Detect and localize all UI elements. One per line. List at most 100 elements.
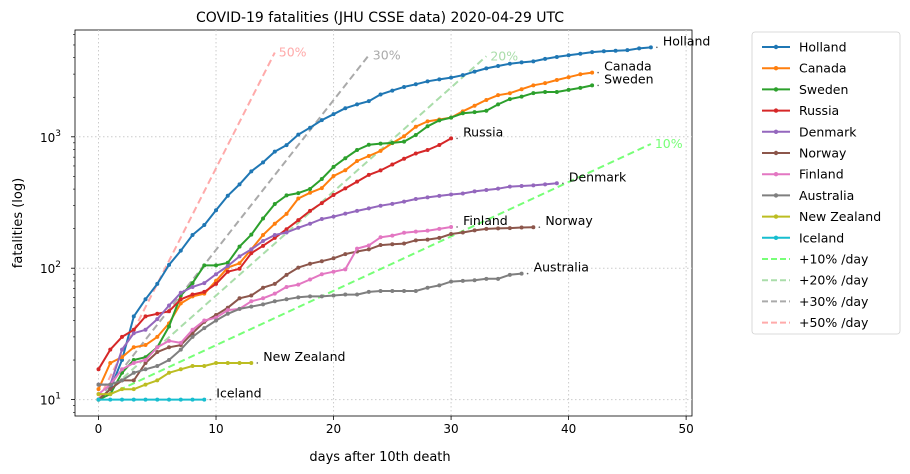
data-point: [484, 108, 489, 113]
data-point: [143, 360, 148, 365]
data-point: [249, 251, 254, 256]
reference-line-label: 30%: [373, 47, 401, 62]
data-point: [366, 142, 371, 147]
data-point: [108, 347, 113, 352]
data-point: [648, 45, 653, 50]
data-point: [378, 168, 383, 173]
series-line: [98, 272, 522, 386]
x-tick-label: 0: [95, 422, 103, 436]
legend-label: Norway: [799, 146, 847, 161]
legend-label: +30% /day: [799, 294, 869, 309]
data-point: [296, 265, 301, 270]
data-series: [96, 45, 653, 402]
data-point: [484, 187, 489, 192]
data-point: [155, 350, 160, 355]
data-point: [566, 87, 571, 92]
data-point: [449, 75, 454, 80]
data-point: [402, 199, 407, 204]
data-point: [120, 355, 125, 360]
data-point: [96, 387, 101, 392]
data-point: [296, 196, 301, 201]
data-point: [554, 77, 559, 82]
reference-line: [98, 143, 652, 401]
data-point: [131, 314, 136, 319]
legend-item: +30% /day: [762, 294, 869, 309]
data-point: [214, 263, 219, 268]
data-point: [484, 276, 489, 281]
data-point: [343, 106, 348, 111]
legend-item: Canada: [762, 61, 847, 76]
data-point: [378, 148, 383, 153]
data-point: [425, 195, 430, 200]
data-point: [308, 261, 313, 266]
data-point: [167, 338, 172, 343]
data-point: [437, 118, 442, 123]
data-point: [308, 208, 313, 213]
data-point: [531, 91, 536, 96]
data-point: [249, 360, 254, 365]
legend-item: Russia: [762, 103, 839, 118]
data-point: [155, 378, 160, 383]
legend-item: Denmark: [762, 124, 857, 139]
data-point: [531, 225, 536, 230]
data-point: [507, 226, 512, 231]
legend-item: Sweden: [762, 82, 848, 97]
data-point: [202, 263, 207, 268]
data-point: [178, 340, 183, 345]
data-point: [601, 49, 606, 54]
data-point: [155, 364, 160, 369]
legend-label: Denmark: [799, 124, 857, 139]
data-point: [413, 238, 418, 243]
data-point: [143, 367, 148, 372]
end-label-dot: [256, 362, 259, 364]
data-point: [214, 315, 219, 320]
data-point: [543, 56, 548, 61]
data-point: [131, 397, 136, 402]
data-point: [449, 224, 454, 229]
legend-marker: [773, 235, 779, 240]
data-point: [131, 370, 136, 375]
data-point: [249, 304, 254, 309]
end-label-dot: [456, 226, 458, 228]
data-point: [472, 110, 477, 115]
legend-label: Russia: [799, 103, 839, 118]
series-end-label: Russia: [463, 124, 503, 139]
data-point: [131, 327, 136, 332]
x-axis-label: days after 10th death: [309, 450, 450, 465]
end-label-dot: [526, 272, 529, 275]
data-point: [413, 229, 418, 234]
data-point: [272, 235, 277, 240]
data-point: [507, 184, 512, 189]
data-point: [190, 232, 195, 237]
data-point: [120, 387, 125, 392]
data-point: [355, 179, 360, 184]
data-point: [437, 283, 442, 288]
data-point: [472, 278, 477, 283]
data-point: [425, 228, 430, 233]
data-point: [167, 358, 172, 363]
data-point: [531, 59, 536, 64]
data-point: [108, 392, 113, 397]
data-point: [425, 147, 430, 152]
data-point: [378, 235, 383, 240]
data-point: [131, 378, 136, 383]
data-point: [355, 208, 360, 213]
data-point: [331, 112, 336, 117]
data-point: [378, 141, 383, 146]
data-point: [143, 314, 148, 319]
data-point: [390, 289, 395, 294]
data-point: [237, 182, 242, 187]
data-point: [202, 326, 207, 331]
data-point: [120, 397, 125, 402]
reference-line: [97, 54, 370, 401]
legend-marker: [773, 214, 779, 219]
x-tick-label: 40: [561, 422, 576, 436]
x-tick-label: 20: [326, 422, 341, 436]
data-point: [272, 299, 277, 304]
data-point: [202, 223, 207, 228]
legend-marker: [773, 172, 779, 177]
data-point: [284, 230, 289, 235]
data-point: [472, 228, 477, 233]
data-point: [131, 387, 136, 392]
